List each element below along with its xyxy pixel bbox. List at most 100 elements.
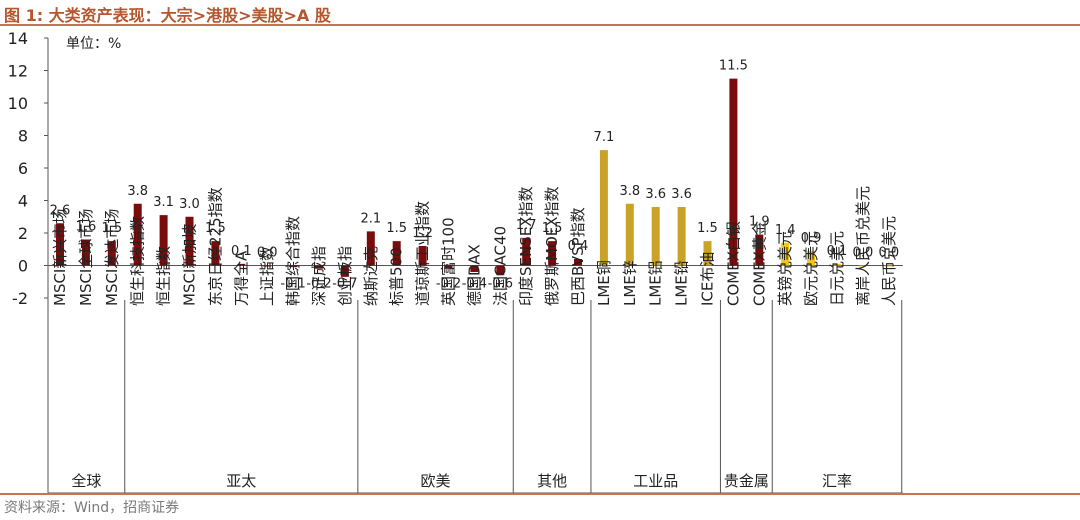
value-label: 1.4 [775,223,796,238]
value-label: 1.5 [205,221,226,236]
unit-label: 单位：% [66,36,121,52]
value-label: 11.5 [719,59,748,74]
category-label: 标普500 [388,247,406,306]
value-label: 1.7 [516,218,537,233]
bar [625,203,634,266]
category-label: LME铝 [647,260,665,306]
y-tick-label: 6 [18,159,28,178]
bar [781,242,790,266]
bar [366,231,375,266]
bar [159,215,168,266]
bar [81,239,90,266]
category-label: MSCI全球市场 [77,209,95,306]
category-label: MSCI发达市场 [103,209,121,306]
y-tick-label: -2 [12,289,28,308]
category-label: 恒生科技指数 [129,216,147,306]
bar [211,241,220,266]
title-divider [0,24,1080,26]
figure-title: 图 1: 大类资产表现：大宗>港股>美股>A 股 [4,6,331,25]
value-label: 0.0 [257,246,278,261]
bar [884,265,893,267]
value-label: 3.1 [153,195,174,210]
bar [574,259,582,266]
value-labels: 2.61.6 1.53.83.1 3.01.50.1 0.0-0.1 -0.2 -0.72… [50,59,899,292]
bar [677,207,686,266]
bar-series [56,78,893,277]
value-label: 3.6 [645,187,666,202]
bar [392,241,401,266]
value-label: 1.5 [697,221,718,236]
value-label: 2.6 [50,203,71,218]
group-label: 工业品 [633,472,678,490]
category-label: COMEX黄金 [750,221,768,306]
category-label: LME锌 [621,260,639,306]
category-label: 恒生指数 [155,246,173,306]
value-label: 1.5 [101,221,122,236]
value-label: 1.5 [386,221,407,236]
group-label: 贵金属 [724,472,769,490]
category-label: 深证成指 [310,246,328,306]
bar [522,237,531,266]
bar [651,207,660,266]
category-label: 万得全A [232,250,250,306]
y-tick-label: 2 [18,224,28,243]
category-label: COMEX白银 [724,221,742,306]
value-label: 1.9 [749,215,770,230]
category-label: MSCI新兴市场 [51,209,69,306]
category-label: LME铜 [595,260,613,306]
category-label: 印度SENSEX指数 [517,187,535,307]
value-label: 0.0 [853,246,874,261]
bar [548,241,557,266]
y-tick-label: 14 [8,29,28,48]
category-label: 离岸人民币兑美元 [854,186,872,306]
bar [185,216,194,266]
category-label: 巴西BVSP指数 [569,207,587,306]
group-label: 其他 [537,472,567,490]
value-label: 0.1 [827,244,848,259]
value-label: -0.7 [332,277,357,292]
value-label: 3.8 [619,184,640,199]
value-label: 2.1 [360,211,381,226]
category-label: 欧元兑美元 [802,231,820,306]
source-note: 资料来源：Wind，招商证券 [4,500,180,516]
bar [315,265,323,269]
category-label: 东京日经225指数 [206,187,224,306]
category-label: 创业板指 [336,246,354,306]
bar [496,265,505,276]
bar [263,265,272,267]
bar [237,263,246,266]
category-label: MSCI新加坡 [181,224,199,306]
y-tick-label: 4 [18,192,28,211]
category-label: 俄罗斯MOEX指数 [543,186,561,306]
bar [755,234,764,266]
bar [289,265,298,268]
bar [599,150,608,266]
category-label: 韩国综合指数 [284,216,302,306]
value-label: 0.0 [878,246,899,261]
bar [444,265,453,269]
group-label: 亚太 [226,472,256,490]
y-tick-label: 12 [8,62,28,81]
category-label: 人民币兑美元 [880,216,898,306]
value-label: -0.4 [462,277,487,292]
value-label: 0.1 [231,244,252,259]
bar [470,265,479,272]
bar [56,223,64,266]
category-label: 上证指数 [258,246,276,306]
source-divider [0,493,1080,495]
y-tick-label: 10 [8,94,28,113]
category-labels: MSCI新兴市场 MSCI全球市场 MSCI发达市场 恒生科技指数 恒生指数 MSCI新加… [51,186,898,306]
group-label: 汇率 [822,472,852,490]
value-label: 3.0 [179,197,200,212]
bar [858,265,867,267]
group-axis: 全球 亚太 欧美 其他 工业品 贵金属 汇率 [48,300,903,494]
category-label: 法国CAC40 [491,226,509,306]
category-label: 英国富时100 [440,217,458,306]
bar [703,241,712,266]
bar [340,265,349,277]
bar [133,203,142,266]
y-tick-label: 8 [18,127,28,146]
group-label: 欧美 [421,472,451,490]
category-label: 纳斯达克 [362,246,380,306]
